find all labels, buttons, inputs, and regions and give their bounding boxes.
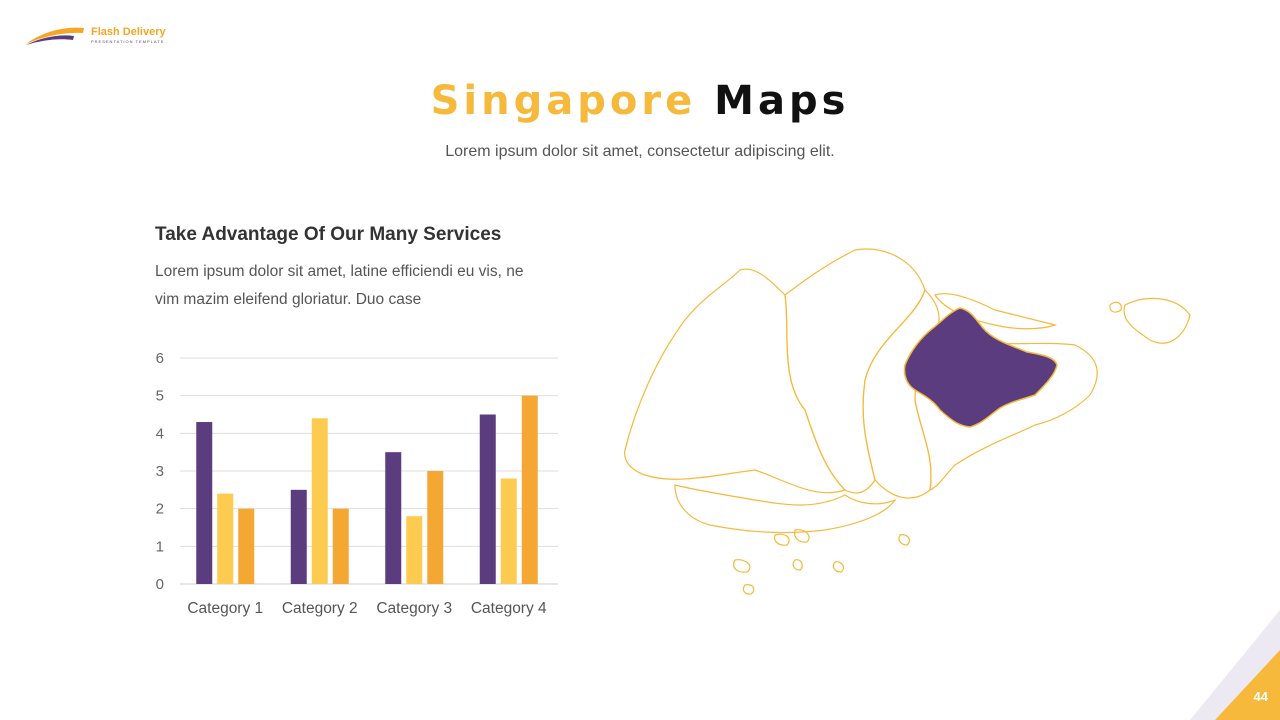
brand-name: Flash Delivery <box>91 26 166 38</box>
x-tick-label: Category 1 <box>187 600 263 617</box>
y-tick-label: 5 <box>156 388 164 405</box>
singapore-map <box>624 248 1191 595</box>
map-island-south-1 <box>774 533 790 546</box>
bar <box>290 489 307 584</box>
bar-chart: 0 1 2 3 4 5 6 Category 1 Category 2 Category 3 Cat… <box>156 350 558 617</box>
bar <box>479 414 496 584</box>
y-tick-label: 1 <box>156 538 164 555</box>
section-body: Lorem ipsum dolor sit amet, latine effic… <box>155 263 524 308</box>
bar <box>238 508 255 584</box>
bar <box>196 422 213 584</box>
map-island-east <box>1109 301 1122 313</box>
title-part-1: Singapore <box>430 78 697 124</box>
brand-tagline: PRESENTATION TEMPLATE <box>91 39 165 44</box>
bar <box>427 471 444 584</box>
x-tick-label: Category 2 <box>282 600 358 617</box>
brand-logo: Flash Delivery PRESENTATION TEMPLATE <box>24 20 204 50</box>
bar <box>217 493 234 584</box>
map-region-east <box>914 334 1098 492</box>
map-island-south-3 <box>733 559 751 573</box>
map-highlighted-region <box>903 307 1058 428</box>
y-tick-label: 3 <box>156 463 164 480</box>
bar <box>500 478 517 584</box>
title-part-2: Maps <box>714 78 850 124</box>
y-tick-label: 0 <box>156 576 164 593</box>
map-island-south-5 <box>792 559 803 571</box>
corner-decoration <box>1190 610 1280 720</box>
page-title: Singapore Maps <box>0 78 1280 124</box>
map-region-west <box>624 268 847 494</box>
page-subtitle: Lorem ipsum dolor sit amet, consectetur … <box>445 143 835 160</box>
bar <box>385 452 402 584</box>
map-island-south-6 <box>832 561 845 573</box>
y-tick-label: 6 <box>156 350 164 367</box>
x-tick-label: Category 3 <box>376 600 452 617</box>
map-island-south-7 <box>898 534 911 546</box>
map-island-south-4 <box>742 584 755 595</box>
map-region-south <box>674 484 897 534</box>
map-island-south-2 <box>794 529 810 543</box>
map-outline <box>624 248 1191 595</box>
bar <box>332 508 349 584</box>
logo-swoosh-icon <box>26 27 84 45</box>
x-tick-label: Category 4 <box>471 600 547 617</box>
section-heading: Take Advantage Of Our Many Services <box>155 224 502 245</box>
map-island-pulau-tekong <box>1123 297 1191 344</box>
bar <box>406 516 423 584</box>
bar <box>521 395 538 584</box>
bar <box>311 418 328 584</box>
y-tick-label: 2 <box>156 501 164 518</box>
y-tick-label: 4 <box>156 425 164 442</box>
page-number: 44 <box>1253 689 1268 704</box>
